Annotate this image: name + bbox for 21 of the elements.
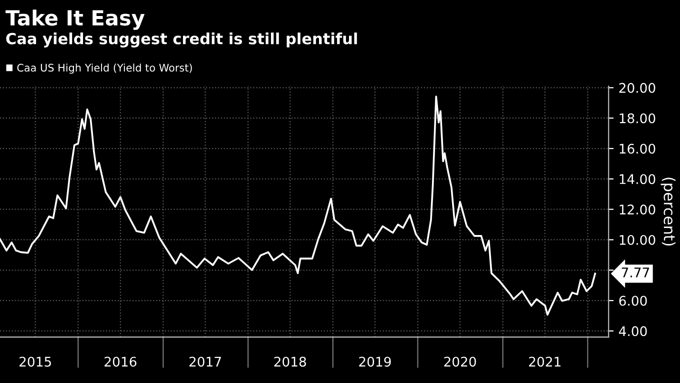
y-axis-title: (percent) (660, 178, 676, 246)
chart-title: Take It Easy (6, 10, 145, 30)
annotation: 7.77 (622, 268, 650, 278)
y-tick-label: 10.00 (620, 234, 656, 245)
x-tick-label: 2016 (104, 356, 136, 367)
x-tick-label: 2019 (359, 356, 391, 367)
x-tick-label: 2020 (444, 356, 476, 367)
x-tick-label: 2017 (189, 356, 221, 367)
x-tick-label: 2015 (20, 356, 51, 367)
y-tick-label: 12.00 (620, 204, 656, 215)
y-tick-label: 18.00 (620, 113, 656, 124)
y-tick-label: 6.00 (619, 296, 647, 306)
y-tick-label: 14.00 (620, 174, 656, 184)
line-series (0, 96, 596, 316)
chart-subtitle: Caa yields suggest credit is still plentiful (6, 32, 357, 48)
y-tick-label: 4.00 (618, 326, 647, 336)
x-tick-label: 2021 (529, 356, 560, 367)
x-tick-label: 2018 (274, 356, 306, 367)
y-tick-label: 16.00 (620, 144, 656, 154)
y-tick-label: 20.00 (619, 82, 656, 93)
legend-label: Caa US High Yield (Yield to Worst) (17, 64, 192, 74)
